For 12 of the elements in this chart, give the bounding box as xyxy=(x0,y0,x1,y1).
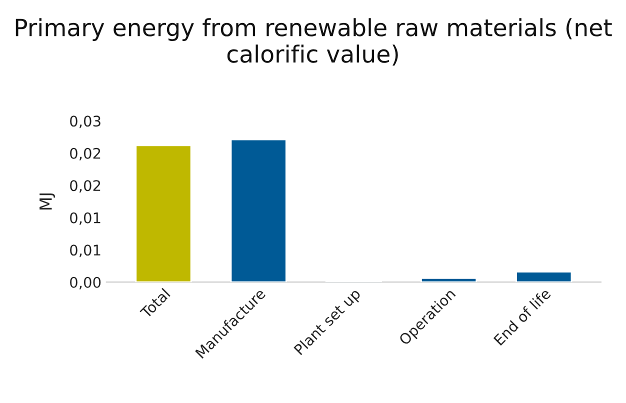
bar xyxy=(516,271,572,282)
y-tick-label: 0,02 xyxy=(70,180,100,193)
chart-title: Primary energy from renewable raw materials (net calorific value) xyxy=(16,18,612,66)
y-tick-label: 0,03 xyxy=(70,116,100,128)
bar xyxy=(230,138,287,282)
y-tick-label: 0,01 xyxy=(70,212,100,225)
bar xyxy=(420,278,478,282)
y-tick-label: 0,02 xyxy=(70,148,100,160)
y-axis-title: MJ xyxy=(40,193,56,210)
y-tick-label: 0,00 xyxy=(70,276,101,290)
y-tick-label: 0,01 xyxy=(70,244,100,258)
bar xyxy=(135,144,192,282)
